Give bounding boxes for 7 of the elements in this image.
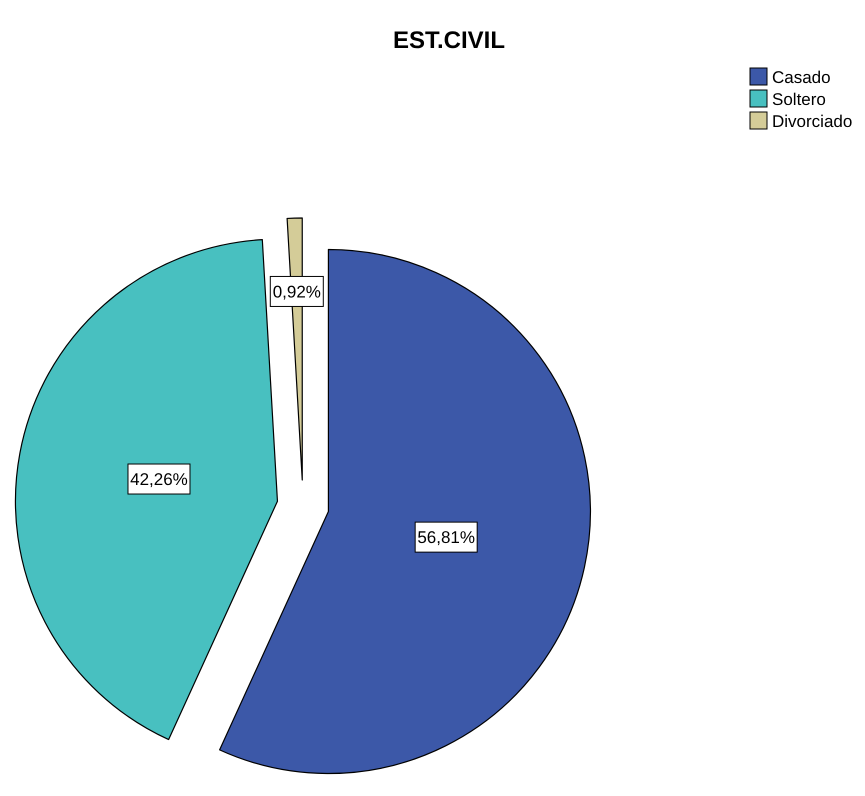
- chart-title: EST.CIVIL: [392, 27, 506, 54]
- data-label: 0,92%: [272, 282, 321, 302]
- legend-label: Divorciado: [772, 112, 852, 131]
- data-label: 56,81%: [417, 528, 476, 548]
- legend-label: Soltero: [772, 90, 826, 109]
- legend-label: Casado: [772, 68, 831, 87]
- data-label: 42,26%: [130, 470, 188, 490]
